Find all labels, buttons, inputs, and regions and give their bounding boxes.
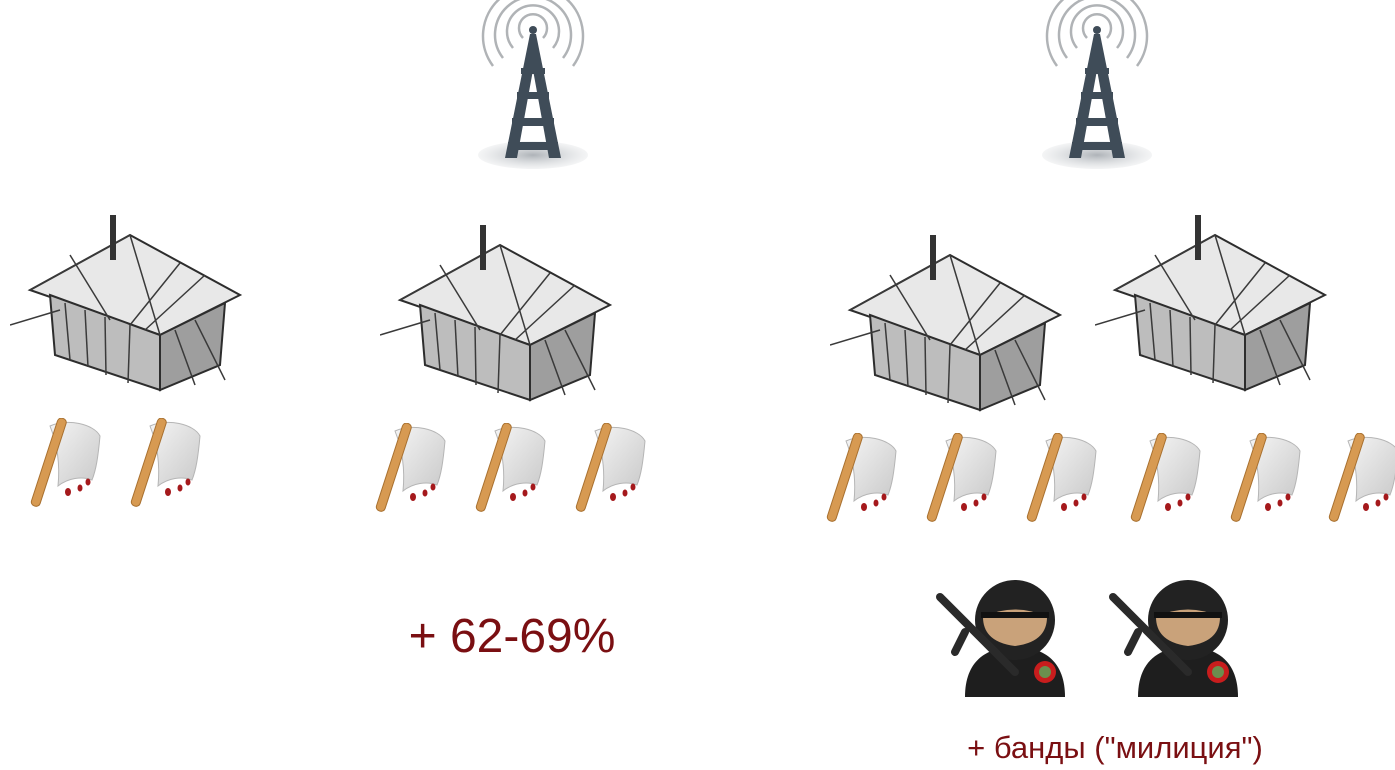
axe <box>926 432 996 522</box>
axe <box>475 422 545 512</box>
hut <box>830 235 1060 410</box>
axe <box>130 417 200 507</box>
radio-tower <box>478 0 588 169</box>
gang-member <box>1113 580 1238 697</box>
axe <box>30 417 100 507</box>
radio-tower <box>1042 0 1152 169</box>
hut <box>380 225 610 400</box>
axe <box>826 432 896 522</box>
axe <box>375 422 445 512</box>
page: {"labels": {"effect": "+ 62-69%", "gangs… <box>0 0 1395 770</box>
effect-label: + 62-69% <box>409 610 616 663</box>
axe <box>575 422 645 512</box>
axe <box>1328 432 1395 522</box>
hut <box>10 215 240 390</box>
axe <box>1026 432 1096 522</box>
axe <box>1130 432 1200 522</box>
gang-member <box>940 580 1065 697</box>
diagram: + 62-69% + банды ("милиция") <box>0 0 1395 770</box>
axe <box>1230 432 1300 522</box>
shack <box>1095 215 1325 390</box>
gangs-label: + банды ("милиция") <box>967 730 1263 765</box>
